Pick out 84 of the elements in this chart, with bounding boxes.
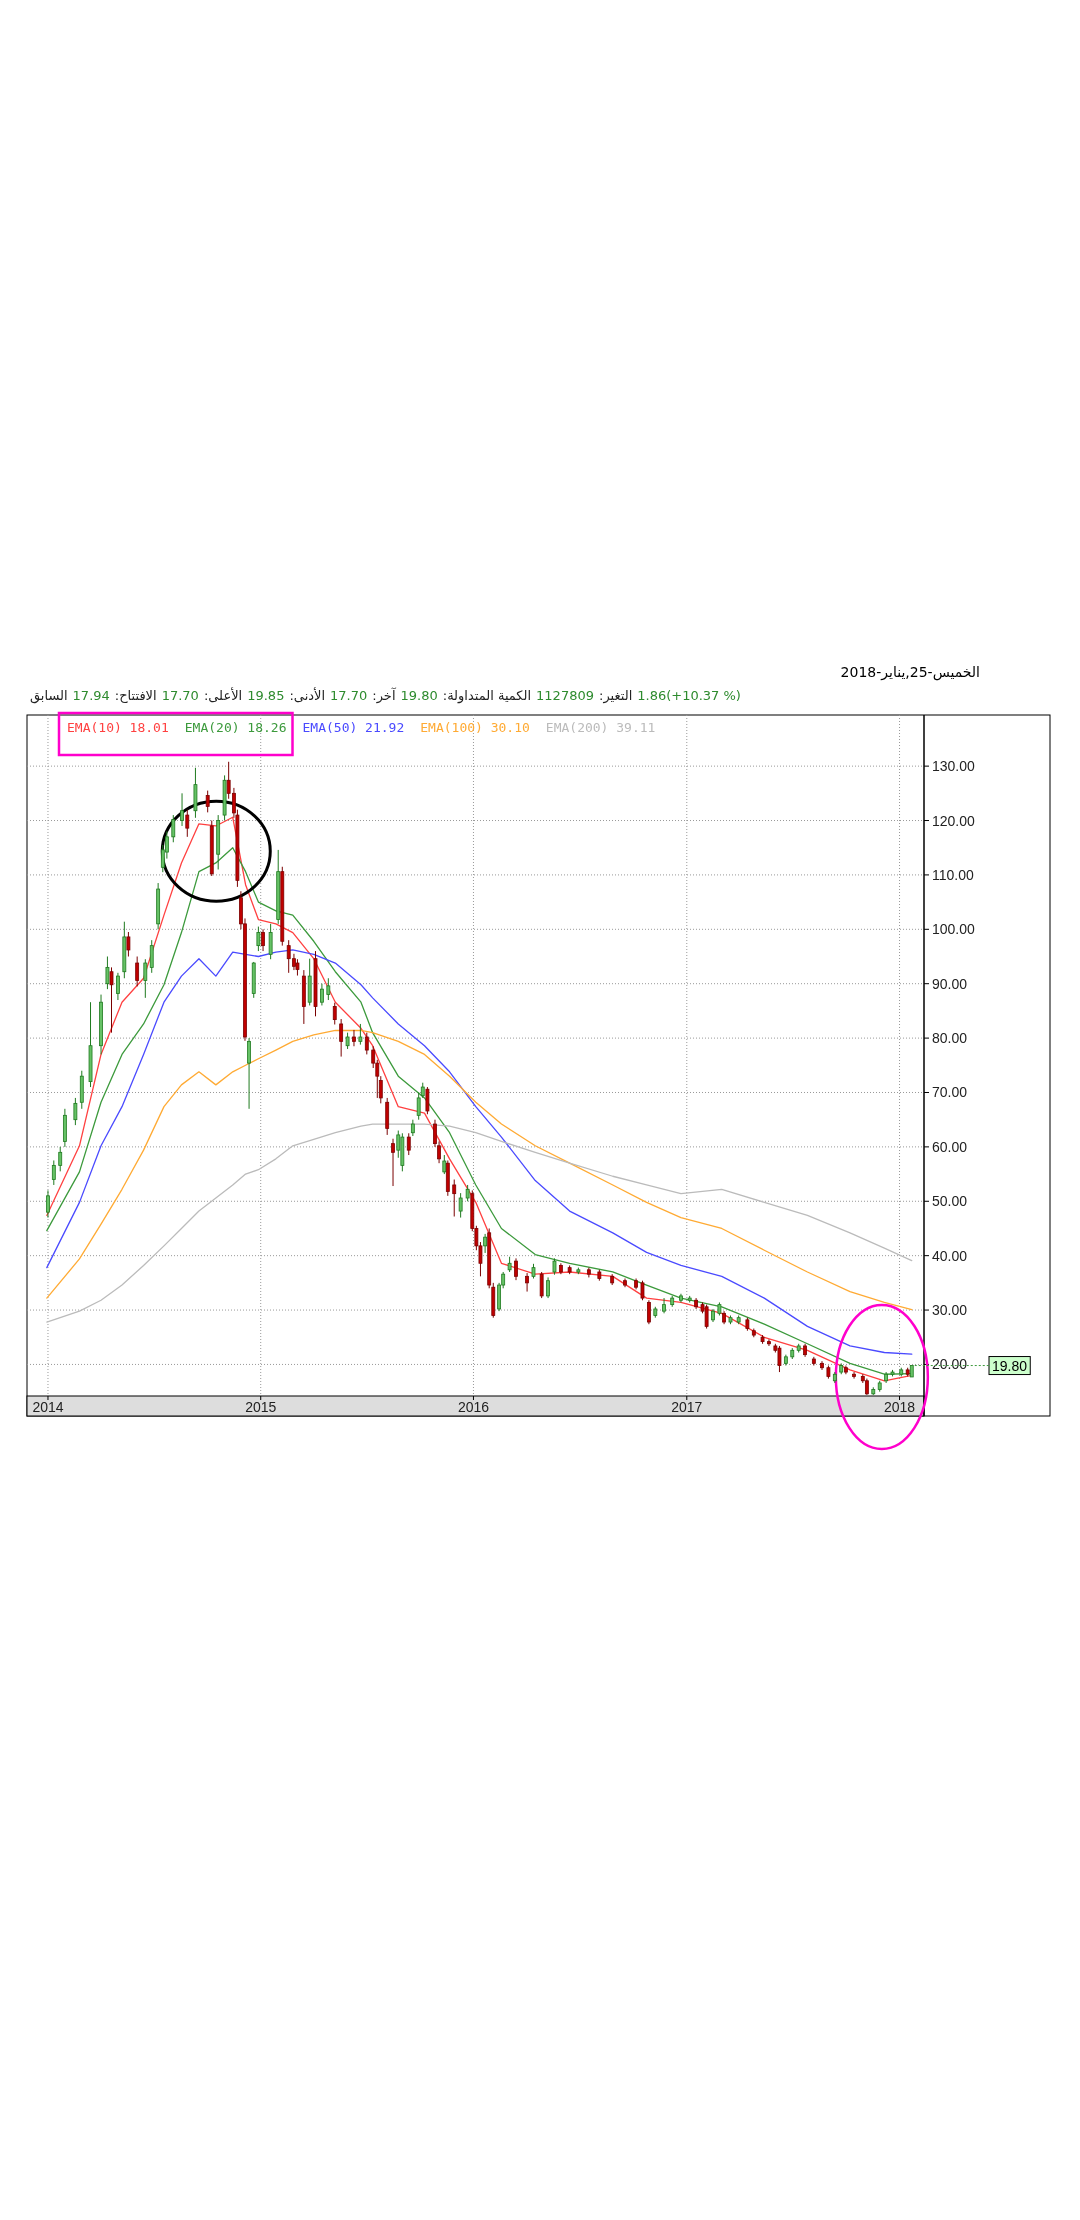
y-tick-label: 90.00 bbox=[932, 975, 968, 992]
y-tick-label: 100.00 bbox=[932, 921, 976, 938]
candlestick bbox=[391, 1138, 395, 1187]
candlestick bbox=[261, 928, 265, 952]
y-tick-label: 30.00 bbox=[932, 1302, 968, 1319]
x-tick-label: 2015 bbox=[245, 1399, 277, 1415]
text: EMA(10) 18.01 bbox=[67, 720, 169, 735]
candlestick bbox=[767, 1338, 771, 1347]
candlestick bbox=[180, 792, 184, 827]
y-tick-label: 70.00 bbox=[932, 1084, 968, 1101]
candlestick bbox=[339, 1018, 344, 1058]
text: 17.70 bbox=[161, 688, 199, 703]
candlestick bbox=[149, 939, 154, 974]
candlestick bbox=[256, 926, 261, 952]
text: :الافتتاح bbox=[114, 688, 157, 703]
candlestick bbox=[171, 814, 176, 843]
candlestick bbox=[135, 956, 140, 987]
candlestick bbox=[483, 1233, 488, 1254]
candlestick bbox=[406, 1132, 411, 1156]
candlestick bbox=[662, 1297, 666, 1314]
text: 1.86(+10.37 %) bbox=[637, 688, 741, 703]
candlestick bbox=[442, 1154, 447, 1175]
text: 1127809 bbox=[536, 688, 594, 703]
candlestick bbox=[514, 1257, 518, 1281]
candlestick bbox=[105, 956, 110, 990]
text: 19.85 bbox=[247, 688, 285, 703]
candlestick bbox=[425, 1086, 430, 1115]
candlestick bbox=[352, 1029, 356, 1047]
candlestick bbox=[852, 1371, 856, 1380]
line-series bbox=[46, 1029, 913, 1311]
candlestick bbox=[777, 1345, 782, 1373]
y-tick-label: 80.00 bbox=[932, 1030, 968, 1047]
text: :التغير bbox=[598, 688, 633, 703]
annotation: 19.80 bbox=[992, 1357, 1028, 1374]
text: :آخر bbox=[372, 688, 396, 703]
candlestick bbox=[704, 1304, 709, 1330]
candlestick bbox=[525, 1272, 529, 1293]
candlestick bbox=[247, 1037, 251, 1110]
text: :الأدنى bbox=[289, 688, 326, 703]
candlestick bbox=[546, 1276, 550, 1299]
text: EMA(200) 39.11 bbox=[545, 720, 656, 735]
text: 17.70 bbox=[330, 688, 368, 703]
candlestick bbox=[320, 983, 324, 1006]
x-tick-label: 2016 bbox=[457, 1399, 490, 1415]
candlestick bbox=[46, 1189, 50, 1219]
y-tick-label: 40.00 bbox=[932, 1247, 968, 1264]
candlestick bbox=[326, 977, 331, 1001]
candlestick bbox=[458, 1192, 463, 1219]
chart-title: الخميس-25,يناير-2018 bbox=[840, 664, 980, 680]
y-tick-label: 130.00 bbox=[932, 758, 976, 775]
candlestick bbox=[126, 931, 131, 957]
x-tick-label: 2014 bbox=[32, 1399, 64, 1415]
text: EMA(20) 18.26 bbox=[184, 720, 287, 735]
candlestick bbox=[116, 972, 120, 1001]
candlestick bbox=[539, 1271, 544, 1299]
candlestick bbox=[332, 1002, 337, 1025]
candlestick bbox=[205, 790, 210, 813]
text: EMA(100) 30.10 bbox=[420, 720, 530, 735]
text: :الكمية المتداولة bbox=[442, 688, 532, 703]
candlestick bbox=[51, 1159, 56, 1186]
text: :الأعلى bbox=[203, 688, 243, 703]
candlestick bbox=[185, 809, 190, 838]
candlestick bbox=[358, 1023, 363, 1046]
candlestick bbox=[143, 958, 148, 999]
y-tick-label: 110.00 bbox=[932, 866, 974, 883]
text: 19.80 bbox=[400, 688, 438, 703]
text: EMA(50) 21.92 bbox=[302, 720, 405, 735]
candlestick bbox=[647, 1299, 651, 1325]
candlestick bbox=[268, 923, 273, 960]
candlestick bbox=[58, 1146, 63, 1172]
candlestick bbox=[452, 1179, 457, 1217]
candlestick bbox=[109, 966, 114, 1034]
y-tick-label: 120.00 bbox=[932, 812, 976, 829]
text: 17.94 bbox=[72, 688, 110, 703]
candlestick bbox=[640, 1280, 645, 1301]
y-tick-label: 50.00 bbox=[932, 1193, 968, 1210]
candlestick bbox=[364, 1032, 369, 1055]
x-tick-label: 2018 bbox=[883, 1399, 916, 1415]
x-tick-label: 2017 bbox=[671, 1399, 703, 1415]
y-tick-label: 60.00 bbox=[932, 1138, 968, 1155]
text: السابق bbox=[30, 688, 68, 703]
line-series bbox=[46, 1123, 913, 1323]
y-tick-label: 20.00 bbox=[932, 1356, 968, 1373]
candlestick bbox=[73, 1097, 78, 1126]
